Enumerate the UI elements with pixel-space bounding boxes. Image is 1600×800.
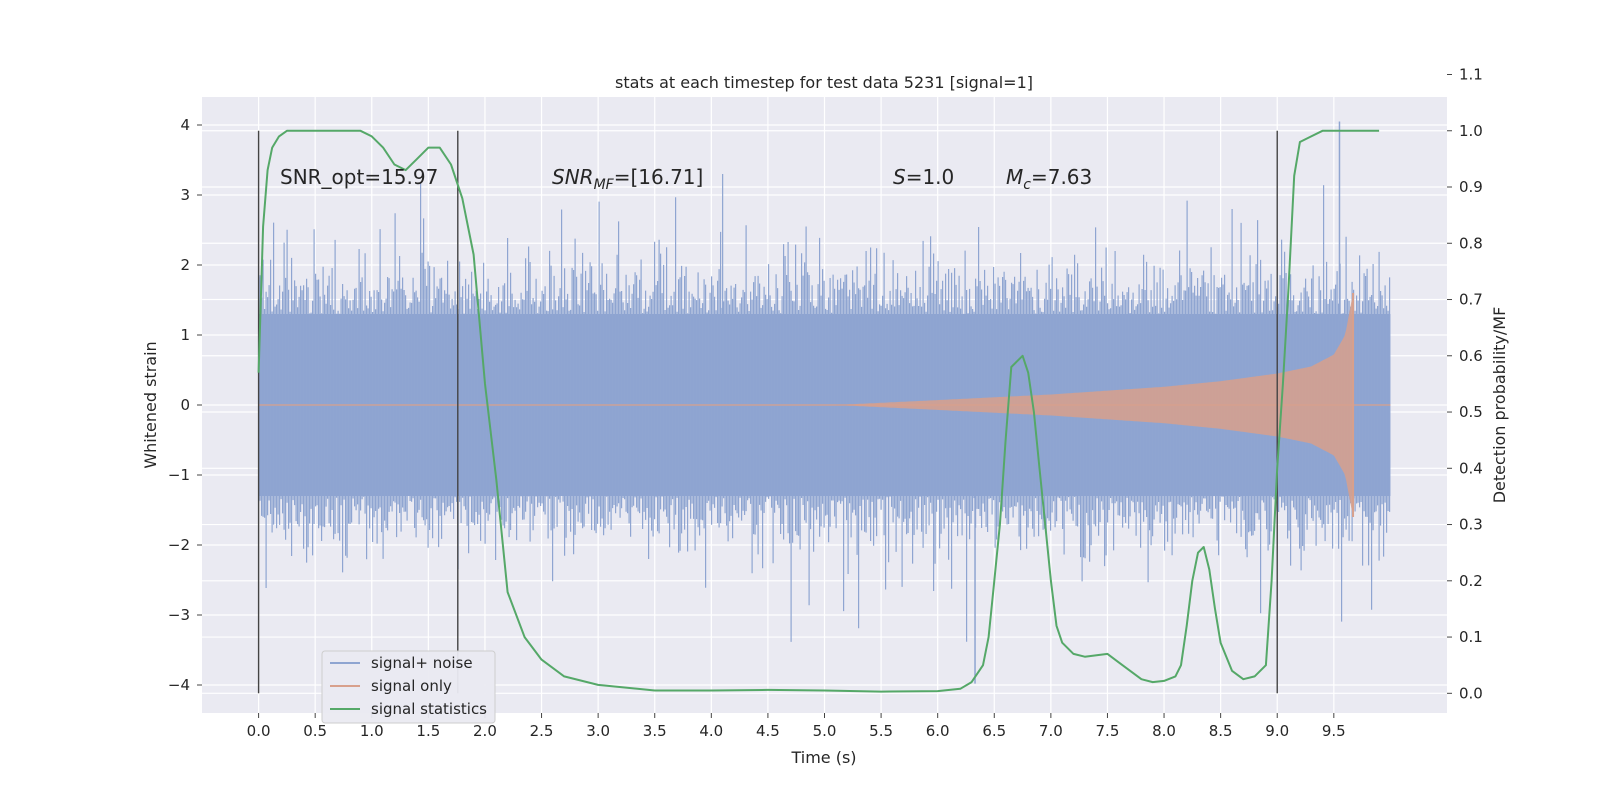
- series-signal-only: [258, 293, 1391, 517]
- x-tick-label: 8.0: [1152, 722, 1176, 740]
- axes: 0.0 0.5 1.0 1.5 2.0 2.5 3.0 3.5 4.0 4.5 5.0 5.5 6.0 6…: [168, 65, 1483, 740]
- y-left-tick-label: 2: [180, 256, 190, 274]
- y-left-tick-label: 4: [180, 116, 190, 134]
- x-tick-label: 2.0: [473, 722, 497, 740]
- y-axis-left-title: Whitened strain: [141, 341, 160, 468]
- y-right-tick-label: 0.9: [1459, 178, 1483, 196]
- x-tick-label: 4.5: [756, 722, 780, 740]
- x-tick-label: 1.0: [360, 722, 384, 740]
- y-right-tick-label: 0.5: [1459, 403, 1483, 421]
- x-tick-label: 1.5: [416, 722, 440, 740]
- x-tick-label: 8.5: [1209, 722, 1233, 740]
- y-right-tick-label: 0.8: [1459, 234, 1483, 252]
- x-tick-label: 5.5: [869, 722, 893, 740]
- y-right-tick-label: 1.0: [1459, 122, 1483, 140]
- x-tick-label: 3.0: [586, 722, 610, 740]
- y-left-tick-label: 1: [180, 326, 190, 344]
- x-tick-label: 9.0: [1265, 722, 1289, 740]
- series-signal-statistics: [257, 129, 1380, 693]
- legend-label-signal-only: signal only: [371, 677, 452, 695]
- y-right-tick-label: 1.1: [1459, 65, 1483, 83]
- x-tick-label: 3.5: [643, 722, 667, 740]
- legend-label-signal-noise: signal+ noise: [371, 654, 473, 672]
- legend-label-signal-statistics: signal statistics: [371, 700, 487, 718]
- annotation-snr-opt: SNR_opt=15.97: [280, 165, 438, 189]
- y-right-tick-label: 0.4: [1459, 459, 1483, 477]
- y-right-tick-label: 0.3: [1459, 516, 1483, 534]
- legend-box: [321, 650, 496, 724]
- y-left-tick-label: 0: [180, 396, 190, 414]
- y-left-tick-label: 3: [180, 186, 190, 204]
- x-axis-title: Time (s): [790, 748, 856, 767]
- vertical-markers: [257, 130, 1278, 694]
- y-right-tick-label: 0.0: [1459, 684, 1483, 702]
- signal-statistics-line: [257, 129, 1380, 693]
- y-right-tick-label: 0.6: [1459, 347, 1483, 365]
- y-axis-right-title: Detection probability/MF: [1490, 307, 1509, 504]
- y-right-tick-label: 0.2: [1459, 572, 1483, 590]
- x-tick-label: 6.5: [982, 722, 1006, 740]
- x-tick-label: 2.5: [530, 722, 554, 740]
- y-right-tick-label: 0.1: [1459, 628, 1483, 646]
- annotation-s: S=1.0: [893, 165, 954, 189]
- annotation-snr-mf: SNRMF=[16.71]: [552, 165, 703, 193]
- chart-title: stats at each timestep for test data 523…: [615, 73, 1033, 92]
- legend: signal+ noise signal only signal statist…: [321, 650, 496, 724]
- x-tick-label: 0.0: [247, 722, 271, 740]
- annotation-mc: Mc=7.63: [1006, 165, 1092, 193]
- x-tick-label: 7.5: [1096, 722, 1120, 740]
- signal-only-envelope: [835, 293, 1354, 517]
- x-tick-label: 0.5: [303, 722, 327, 740]
- y-left-tick-label: −4: [168, 676, 190, 694]
- y-left-tick-label: −3: [168, 606, 190, 624]
- x-tick-label: 5.0: [813, 722, 837, 740]
- x-tick-label: 9.5: [1322, 722, 1346, 740]
- y-right-tick-label: 0.7: [1459, 291, 1483, 309]
- y-left-tick-label: −1: [168, 466, 190, 484]
- x-tick-label: 6.0: [926, 722, 950, 740]
- y-left-tick-label: −2: [168, 536, 190, 554]
- x-tick-label: 7.0: [1039, 722, 1063, 740]
- x-tick-label: 4.0: [699, 722, 723, 740]
